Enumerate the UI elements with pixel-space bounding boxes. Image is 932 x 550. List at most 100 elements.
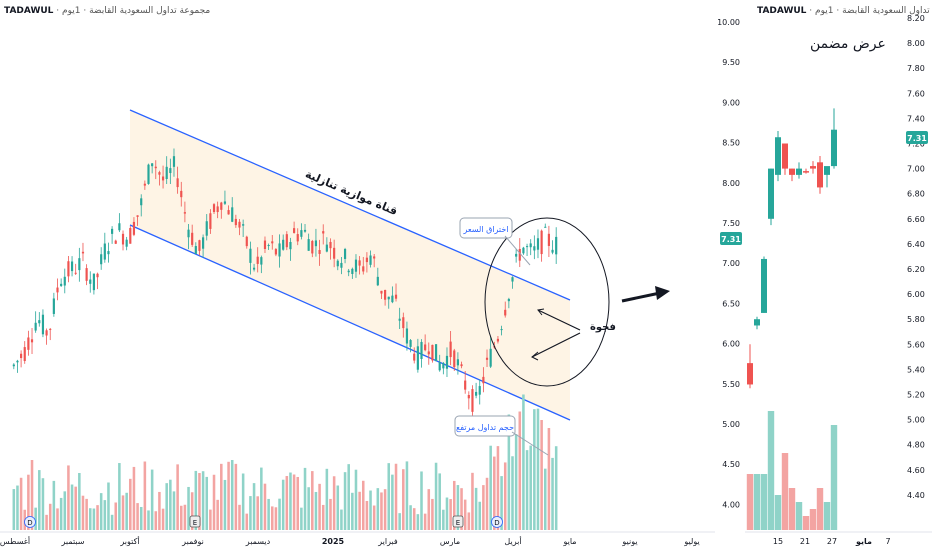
price-candle[interactable] xyxy=(311,240,314,254)
price-candle[interactable] xyxy=(34,322,37,331)
price-candle[interactable] xyxy=(293,228,296,233)
price-candle[interactable] xyxy=(121,233,125,245)
price-candle[interactable] xyxy=(318,250,321,254)
price-candle[interactable] xyxy=(362,266,365,272)
price-candle[interactable] xyxy=(333,247,336,259)
price-candle[interactable] xyxy=(402,317,405,329)
price-candle[interactable] xyxy=(169,168,172,174)
price-candle[interactable] xyxy=(274,249,277,255)
dividend-marker[interactable] xyxy=(491,516,503,528)
price-candle[interactable] xyxy=(551,249,554,253)
price-candle[interactable] xyxy=(282,239,285,250)
price-candle[interactable] xyxy=(92,273,95,291)
price-candle[interactable] xyxy=(198,240,201,251)
price-candle[interactable] xyxy=(158,172,161,175)
price-candle[interactable] xyxy=(267,245,270,247)
price-candle[interactable] xyxy=(111,228,114,234)
price-candle[interactable] xyxy=(504,309,507,316)
price-candle[interactable] xyxy=(70,261,74,272)
price-candle[interactable] xyxy=(278,243,281,257)
symbol-label[interactable]: TADAWUL xyxy=(4,6,54,16)
price-candle[interactable] xyxy=(63,276,66,286)
price-candle[interactable] xyxy=(103,243,106,260)
price-candle[interactable] xyxy=(227,210,230,215)
price-candle[interactable] xyxy=(38,320,41,324)
zoom-candle[interactable] xyxy=(761,258,767,313)
price-candle[interactable] xyxy=(471,389,474,412)
price-candle[interactable] xyxy=(343,249,347,259)
zoom-candle[interactable] xyxy=(831,129,837,167)
price-candle[interactable] xyxy=(27,337,30,350)
price-candle[interactable] xyxy=(369,255,372,265)
price-candle[interactable] xyxy=(387,296,390,300)
price-candle[interactable] xyxy=(114,240,117,244)
price-candle[interactable] xyxy=(100,254,103,265)
price-candle[interactable] xyxy=(467,394,470,399)
price-candle[interactable] xyxy=(434,344,438,362)
price-candle[interactable] xyxy=(172,156,176,167)
price-candle[interactable] xyxy=(376,276,379,286)
channel-upper-line[interactable] xyxy=(129,109,571,301)
price-candle[interactable] xyxy=(205,221,208,236)
price-candle[interactable] xyxy=(300,230,303,237)
price-candle[interactable] xyxy=(391,295,394,303)
earnings-marker[interactable] xyxy=(189,515,201,528)
zoom-candle[interactable] xyxy=(789,168,795,175)
price-candle[interactable] xyxy=(187,229,190,238)
price-candle[interactable] xyxy=(380,290,383,294)
price-candle[interactable] xyxy=(442,363,445,369)
price-candle[interactable] xyxy=(354,259,358,272)
price-candle[interactable] xyxy=(445,355,449,369)
zoom-candle[interactable] xyxy=(810,166,816,169)
price-candle[interactable] xyxy=(533,246,536,251)
price-candle[interactable] xyxy=(536,238,540,250)
price-candle[interactable] xyxy=(136,215,139,217)
zoom-candle[interactable] xyxy=(803,171,809,173)
price-candle[interactable] xyxy=(180,190,183,198)
price-candle[interactable] xyxy=(176,178,179,188)
price-candle[interactable] xyxy=(394,294,398,299)
price-candle[interactable] xyxy=(140,198,143,206)
price-candle[interactable] xyxy=(194,246,197,254)
price-candle[interactable] xyxy=(143,183,146,186)
price-candle[interactable] xyxy=(89,279,92,284)
price-candle[interactable] xyxy=(223,201,227,204)
price-candle[interactable] xyxy=(125,239,128,247)
price-candle[interactable] xyxy=(234,218,237,226)
zoom-candle[interactable] xyxy=(775,137,781,175)
price-candle[interactable] xyxy=(555,236,558,255)
price-candle[interactable] xyxy=(464,380,467,390)
price-candle[interactable] xyxy=(325,244,328,252)
price-candle[interactable] xyxy=(365,257,368,263)
price-candle[interactable] xyxy=(296,234,299,242)
price-candle[interactable] xyxy=(373,256,376,259)
price-candle[interactable] xyxy=(420,341,423,359)
price-candle[interactable] xyxy=(231,207,234,222)
price-candle[interactable] xyxy=(460,364,463,367)
price-candle[interactable] xyxy=(85,268,88,281)
price-candle[interactable] xyxy=(81,251,85,254)
price-candle[interactable] xyxy=(49,328,52,330)
zoom-candle[interactable] xyxy=(782,143,788,169)
price-candle[interactable] xyxy=(351,268,354,274)
price-candle[interactable] xyxy=(303,229,307,232)
price-candle[interactable] xyxy=(67,261,70,277)
price-candle[interactable] xyxy=(249,248,252,263)
dividend-marker[interactable] xyxy=(24,516,36,528)
price-candle[interactable] xyxy=(547,233,550,246)
price-candle[interactable] xyxy=(525,246,529,248)
price-candle[interactable] xyxy=(475,391,478,396)
price-candle[interactable] xyxy=(263,240,267,250)
price-candle[interactable] xyxy=(56,287,59,293)
price-candle[interactable] xyxy=(329,241,332,249)
price-candle[interactable] xyxy=(496,338,500,342)
zoom-candle[interactable] xyxy=(768,168,774,219)
price-candle[interactable] xyxy=(245,236,248,247)
zoom-symbol-label[interactable]: TADAWUL xyxy=(757,6,807,16)
price-candle[interactable] xyxy=(52,298,55,314)
price-candle[interactable] xyxy=(220,202,223,210)
price-candle[interactable] xyxy=(405,328,409,344)
price-candle[interactable] xyxy=(202,237,205,249)
price-candle[interactable] xyxy=(78,258,81,271)
price-candle[interactable] xyxy=(45,330,48,336)
